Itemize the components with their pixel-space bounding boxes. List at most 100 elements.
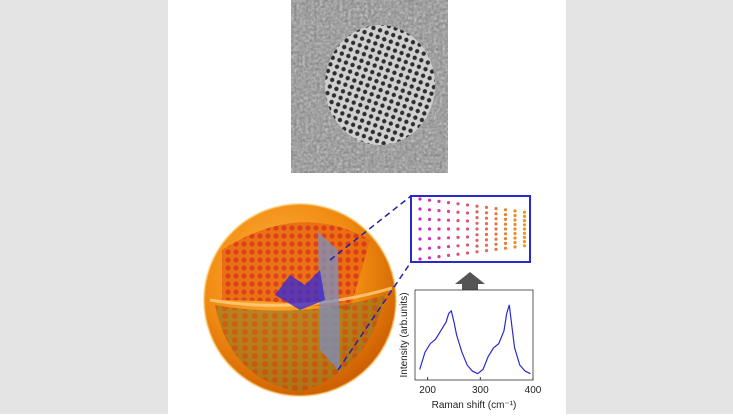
lattice-atom bbox=[484, 232, 489, 236]
lattice-atom bbox=[437, 227, 441, 231]
zoom-line bbox=[337, 261, 412, 371]
lattice-atom bbox=[465, 251, 470, 255]
lattice-atom bbox=[503, 208, 508, 212]
lattice-atom bbox=[446, 227, 451, 231]
lattice-atom bbox=[475, 221, 479, 225]
lattice-atom bbox=[465, 203, 470, 207]
lattice-atom bbox=[484, 227, 489, 231]
lattice-atom bbox=[456, 202, 460, 206]
lattice-atom bbox=[475, 227, 479, 231]
lattice-atom bbox=[513, 213, 517, 218]
lattice-atom bbox=[465, 243, 470, 247]
lattice-atom bbox=[427, 208, 432, 212]
lattice-atom bbox=[475, 233, 479, 237]
lattice-atom bbox=[522, 240, 527, 244]
lattice-atom bbox=[456, 219, 460, 223]
lattice-atom bbox=[484, 211, 489, 215]
lattice-atom bbox=[522, 210, 527, 214]
lattice-atom bbox=[484, 205, 489, 209]
lattice-atom bbox=[465, 235, 470, 239]
lattice-atom bbox=[465, 227, 470, 231]
plot-frame bbox=[414, 289, 534, 381]
lattice-atom bbox=[513, 245, 517, 249]
lattice-atom bbox=[522, 231, 527, 235]
lattice-atom bbox=[503, 246, 508, 250]
lattice-atom bbox=[484, 249, 489, 253]
lattice-atom bbox=[437, 218, 441, 222]
lattice-atom bbox=[522, 235, 527, 239]
lattice-atom bbox=[465, 211, 470, 215]
lattice-atom bbox=[513, 231, 517, 236]
lattice-atom bbox=[494, 232, 498, 236]
nanoparticle-model bbox=[203, 203, 397, 397]
lattice-atom bbox=[484, 222, 489, 226]
strain-lattice bbox=[418, 197, 527, 261]
lattice-atom bbox=[522, 219, 527, 223]
lattice-atom bbox=[503, 213, 508, 217]
lattice-atom bbox=[427, 217, 432, 221]
lattice-atom bbox=[418, 217, 422, 221]
lattice-atom bbox=[465, 219, 470, 223]
lattice-atom bbox=[475, 216, 479, 220]
lattice-atom bbox=[484, 243, 489, 247]
lattice-atom bbox=[475, 238, 479, 242]
lattice-atom bbox=[503, 237, 508, 241]
arrow bbox=[455, 272, 485, 293]
lattice-atom bbox=[494, 222, 498, 226]
lattice-atom bbox=[522, 244, 527, 248]
lattice-atom bbox=[427, 198, 432, 202]
lattice-atom bbox=[494, 207, 498, 211]
lattice-atom bbox=[427, 246, 432, 250]
lattice-atom bbox=[427, 227, 432, 231]
lattice-atom bbox=[503, 222, 508, 226]
lattice-atom bbox=[494, 227, 498, 231]
lattice-atom bbox=[437, 245, 441, 249]
lattice-atom bbox=[475, 210, 479, 214]
lattice-atom bbox=[418, 237, 422, 241]
lattice-atom bbox=[494, 237, 498, 241]
lattice-atom bbox=[456, 244, 460, 248]
lattice-atom bbox=[446, 201, 451, 205]
lattice-atom bbox=[475, 204, 479, 208]
lattice-atom bbox=[446, 253, 451, 257]
x-tick-label: 400 bbox=[525, 385, 542, 396]
lattice-atom bbox=[418, 257, 422, 261]
tem-image bbox=[291, 0, 448, 173]
lattice-atom bbox=[503, 217, 508, 221]
lattice-atom bbox=[418, 207, 422, 211]
lattice-atom bbox=[503, 241, 508, 245]
lattice-atom bbox=[513, 227, 517, 231]
lattice-atom bbox=[446, 218, 451, 222]
lattice-atom bbox=[522, 223, 527, 227]
lattice-atom bbox=[456, 252, 460, 256]
lattice-atom bbox=[427, 237, 432, 241]
lattice-atom bbox=[427, 256, 432, 260]
lattice-atom bbox=[522, 227, 527, 231]
lattice-atom bbox=[513, 240, 517, 245]
lattice-atom bbox=[513, 218, 517, 222]
lattice-atom bbox=[437, 255, 441, 259]
x-axis-label: Raman shift (cm⁻¹) bbox=[432, 400, 517, 411]
lattice-atom bbox=[494, 247, 498, 251]
lattice-atom bbox=[475, 250, 479, 254]
lattice-atom bbox=[418, 197, 422, 201]
lattice-atom bbox=[522, 214, 527, 218]
lattice-atom bbox=[456, 210, 460, 214]
y-axis-label: Intensity (arb.units) bbox=[399, 292, 410, 377]
spectrum bbox=[419, 304, 531, 375]
lattice-atom bbox=[418, 227, 422, 231]
lattice-atom bbox=[456, 235, 460, 239]
lattice-atom bbox=[513, 236, 517, 240]
lattice-atom bbox=[513, 222, 517, 227]
lattice-atom bbox=[494, 212, 498, 216]
lattice-atom bbox=[437, 199, 441, 203]
lattice-atom bbox=[418, 247, 422, 251]
lattice-atom bbox=[494, 242, 498, 246]
lattice-atom bbox=[437, 236, 441, 240]
lattice-atom bbox=[513, 209, 517, 213]
zoom-line bbox=[329, 195, 412, 261]
lattice-atom bbox=[484, 216, 489, 220]
lattice-atom bbox=[503, 227, 508, 231]
x-tick-label: 300 bbox=[472, 385, 489, 396]
